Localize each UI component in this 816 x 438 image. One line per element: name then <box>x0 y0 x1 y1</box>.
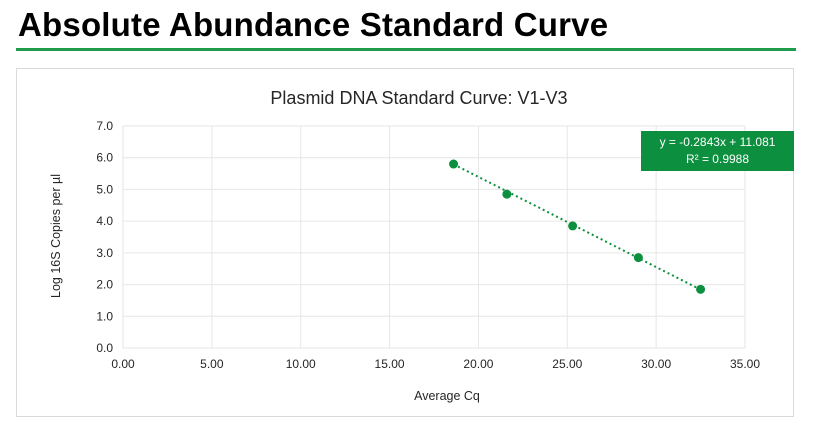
x-tick-label: 30.00 <box>641 357 671 371</box>
x-tick-label: 35.00 <box>730 357 760 371</box>
data-point <box>449 159 459 169</box>
y-tick-label: 0.0 <box>96 341 113 355</box>
trendline-line <box>453 163 702 291</box>
trendline-equation-box: y = -0.2843x + 11.081 R² = 0.9988 <box>641 131 794 171</box>
x-axis-title: Average Cq <box>414 389 480 403</box>
y-tick-label: 2.0 <box>96 278 113 292</box>
data-points <box>449 159 706 294</box>
y-axis-title: Log 16S Copies per µl <box>49 174 63 298</box>
x-axis-ticks: 0.00 5.00 10.00 15.00 20.00 25.00 30.00 35.00 <box>111 357 760 371</box>
chart-frame <box>16 68 794 417</box>
x-tick-label: 25.00 <box>552 357 582 371</box>
y-tick-label: 6.0 <box>96 151 113 165</box>
data-point <box>633 253 643 263</box>
y-tick-label: 3.0 <box>96 246 113 260</box>
data-point <box>696 284 706 294</box>
x-tick-label: 10.00 <box>286 357 316 371</box>
x-tick-label: 5.00 <box>200 357 224 371</box>
x-tick-label: 0.00 <box>111 357 135 371</box>
data-point <box>568 221 578 231</box>
y-tick-label: 1.0 <box>96 309 113 323</box>
r-squared: R² = 0.9988 <box>685 152 750 166</box>
y-tick-label: 4.0 <box>96 214 113 228</box>
y-tick-label: 7.0 <box>96 119 113 133</box>
x-tick-label: 20.00 <box>463 357 493 371</box>
data-point <box>502 189 512 199</box>
page-title: Absolute Abundance Standard Curve <box>18 6 609 43</box>
chart-title: Plasmid DNA Standard Curve: V1-V3 <box>270 88 567 108</box>
x-tick-label: 15.00 <box>375 357 405 371</box>
trendline-equation: y = -0.2843x + 11.081 <box>659 135 776 149</box>
y-axis-ticks: 0.0 1.0 2.0 3.0 4.0 5.0 6.0 7.0 <box>96 119 113 355</box>
y-tick-label: 5.0 <box>96 182 113 196</box>
gridlines <box>122 125 746 349</box>
heading-divider <box>16 48 796 51</box>
trendline <box>453 163 702 291</box>
